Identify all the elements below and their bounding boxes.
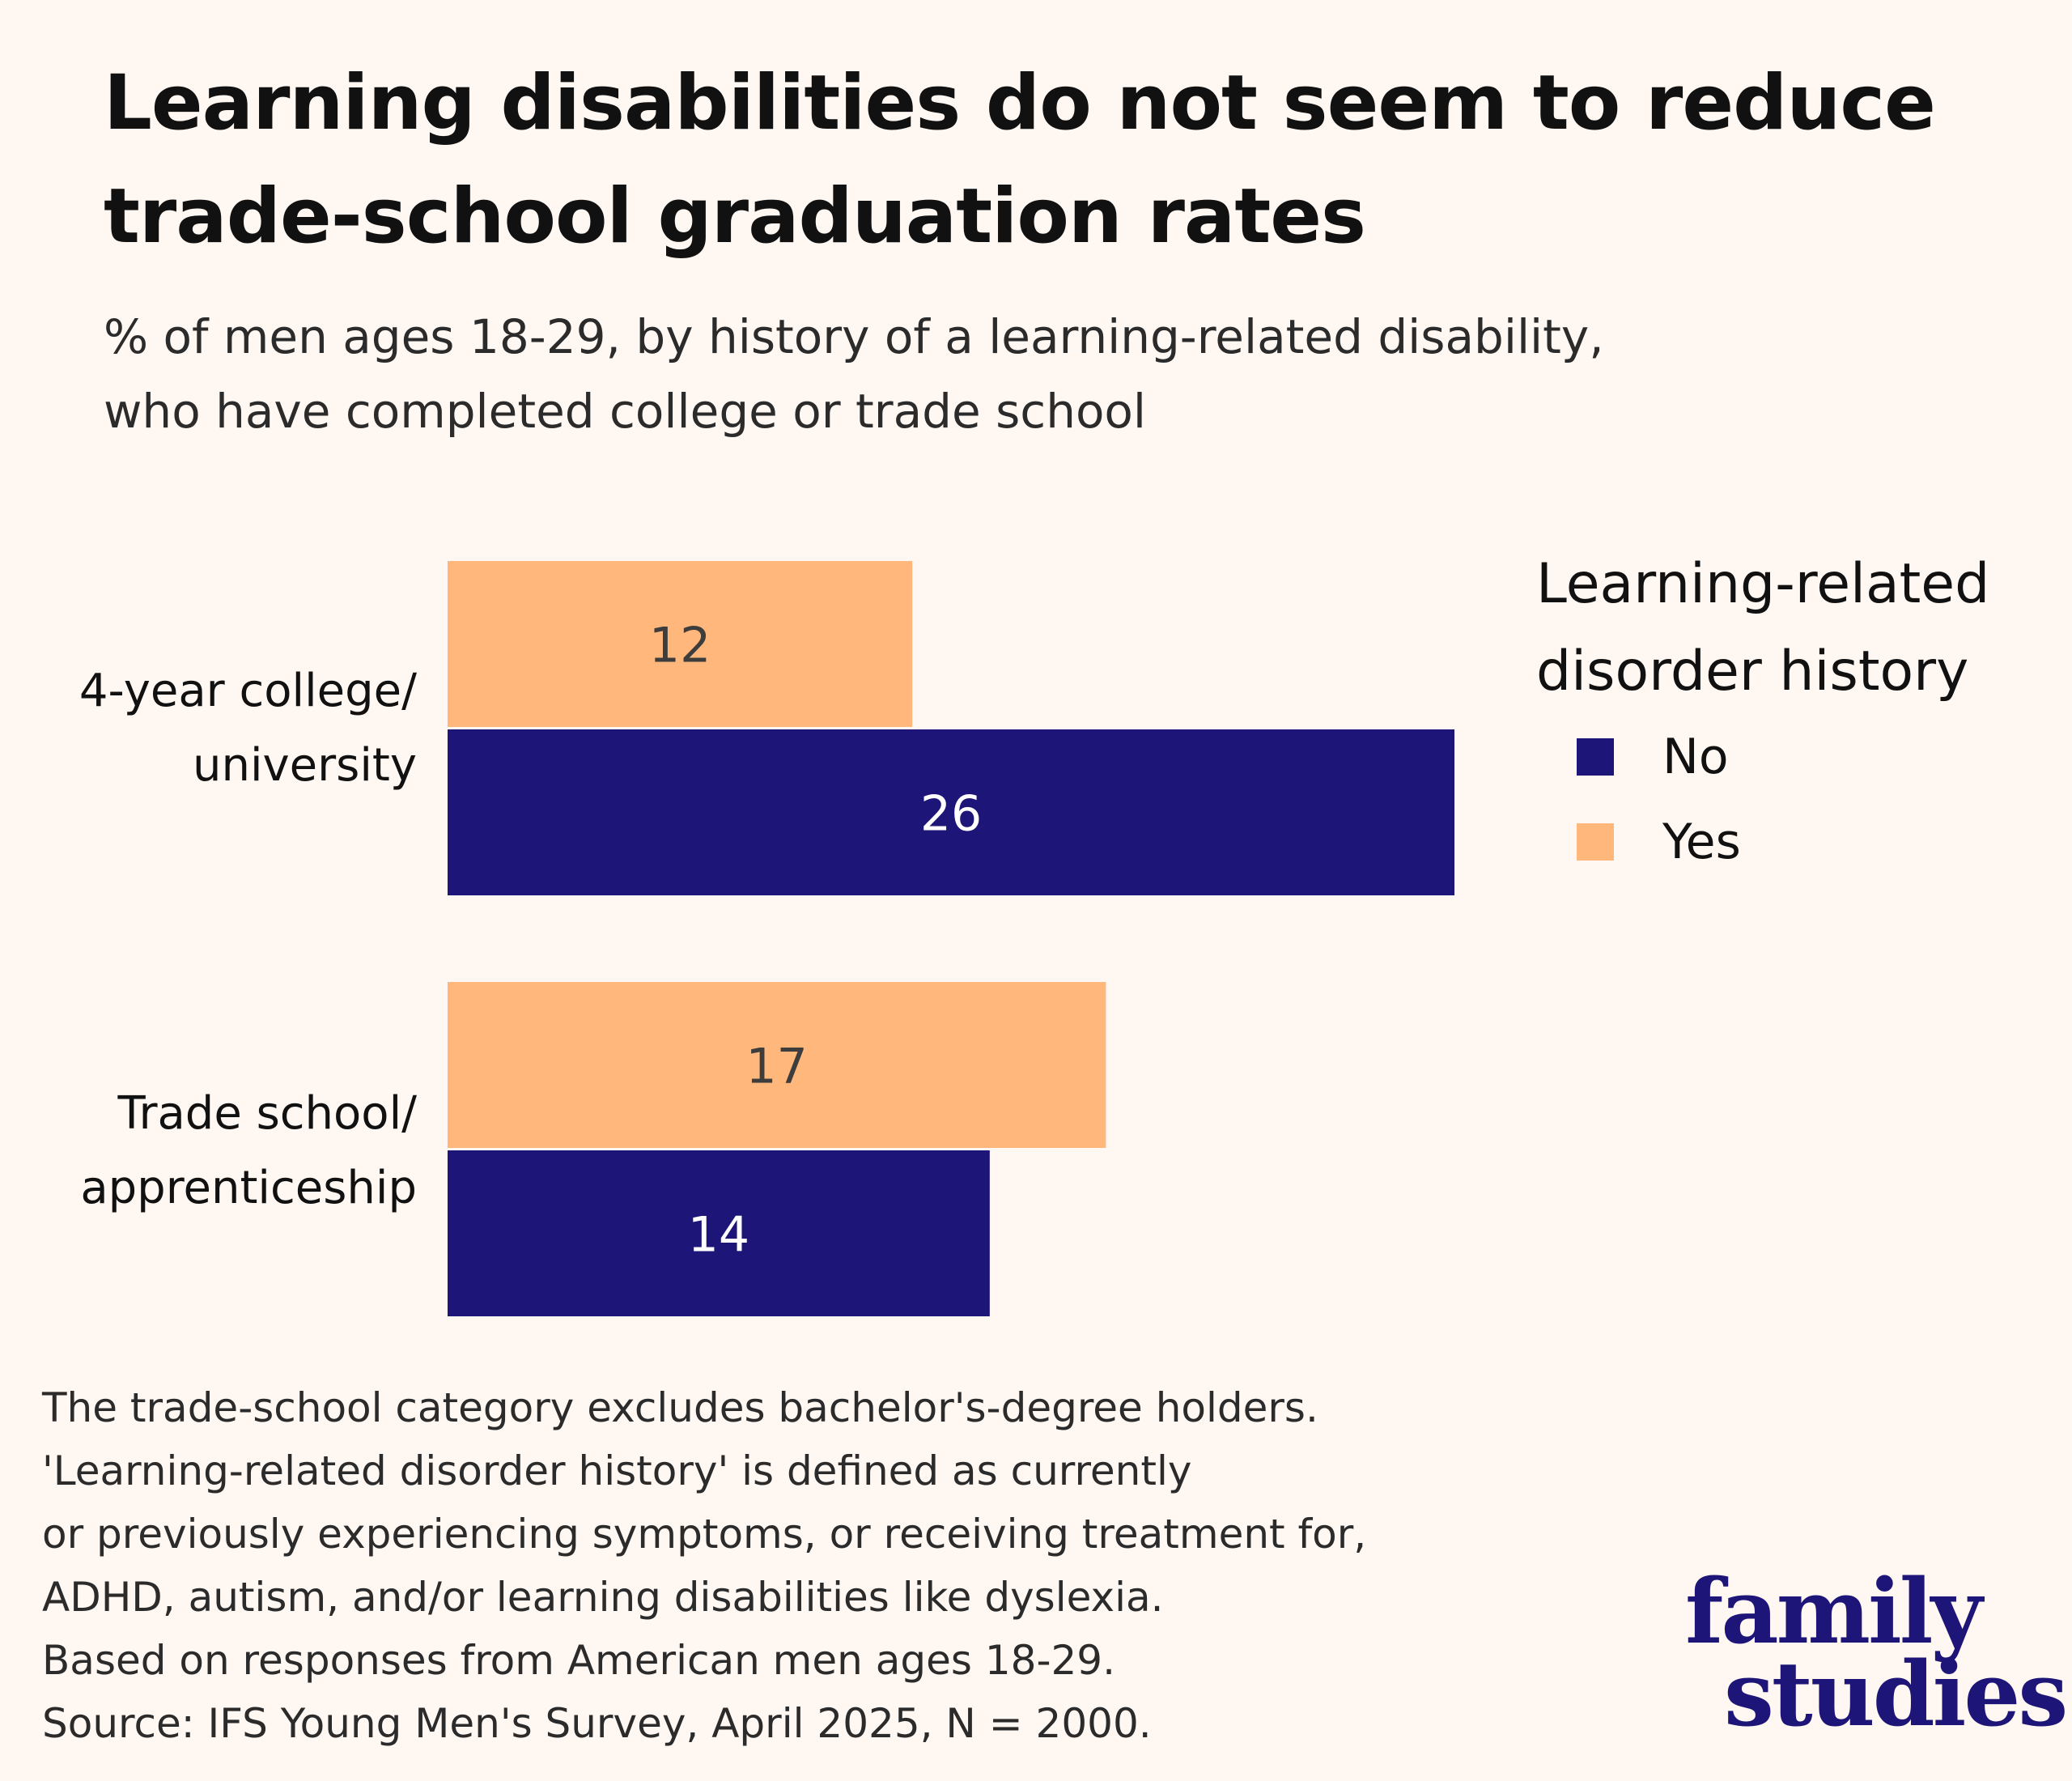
category-label-line: 4-year college/ [79, 665, 417, 717]
family-studies-logo: family studies [1685, 1559, 2068, 1746]
chart-title: Learning disabilities do not seem to red… [104, 47, 1965, 274]
category-label-line: university [193, 739, 417, 792]
legend-label-yes: Yes [1662, 814, 1741, 870]
bar-yes-0 [448, 561, 913, 727]
legend-item-no: No [1577, 725, 1729, 789]
chart-title-line: Learning disabilities do not seem to red… [104, 59, 1936, 147]
logo-line: family [1685, 1559, 1982, 1664]
note-line: The trade-school category excludes bache… [42, 1384, 1318, 1431]
chart-subtitle-line: who have completed college or trade scho… [104, 384, 1147, 439]
chart-subtitle-line: % of men ages 18-29, by history of a lea… [104, 309, 1604, 364]
legend-title: Learning-related disorder history [1536, 541, 1989, 716]
legend-title-line: Learning-related [1536, 552, 1990, 616]
note-line: or previously experiencing symptoms, or … [42, 1511, 1367, 1558]
data-label-no-1: 14 [688, 1207, 749, 1264]
category-label-line: apprenticeship [80, 1162, 417, 1214]
bar-yes-1 [448, 982, 1106, 1148]
note-line: 'Learning-related disorder history' is d… [42, 1447, 1192, 1494]
bar-no-0 [448, 729, 1454, 895]
logo-line: studies [1724, 1642, 2068, 1746]
note-line: ADHD, autism, and/or learning disabiliti… [42, 1574, 1164, 1621]
data-label-yes-1: 17 [746, 1039, 808, 1095]
legend-item-yes: Yes [1577, 810, 1741, 874]
category-label-college: 4-year college/ university [0, 654, 417, 803]
data-label-yes-0: 12 [649, 618, 711, 674]
chart-title-line: trade-school graduation rates [104, 172, 1366, 261]
legend-title-line: disorder history [1536, 640, 1969, 703]
bar-no-1 [448, 1150, 990, 1316]
category-label-line: Trade school/ [117, 1087, 417, 1140]
note-line: Based on responses from American men age… [42, 1637, 1116, 1684]
category-label-trade: Trade school/ apprenticeship [0, 1077, 417, 1226]
data-label-no-0: 26 [920, 786, 982, 843]
chart-notes: The trade-school category excludes bache… [42, 1376, 1580, 1755]
legend-label-no: No [1662, 729, 1729, 785]
legend-swatch-no [1577, 738, 1614, 776]
source-line: Source: IFS Young Men's Survey, April 20… [42, 1700, 1152, 1747]
chart-subtitle: % of men ages 18-29, by history of a lea… [104, 300, 1884, 448]
legend-swatch-yes [1577, 823, 1614, 861]
